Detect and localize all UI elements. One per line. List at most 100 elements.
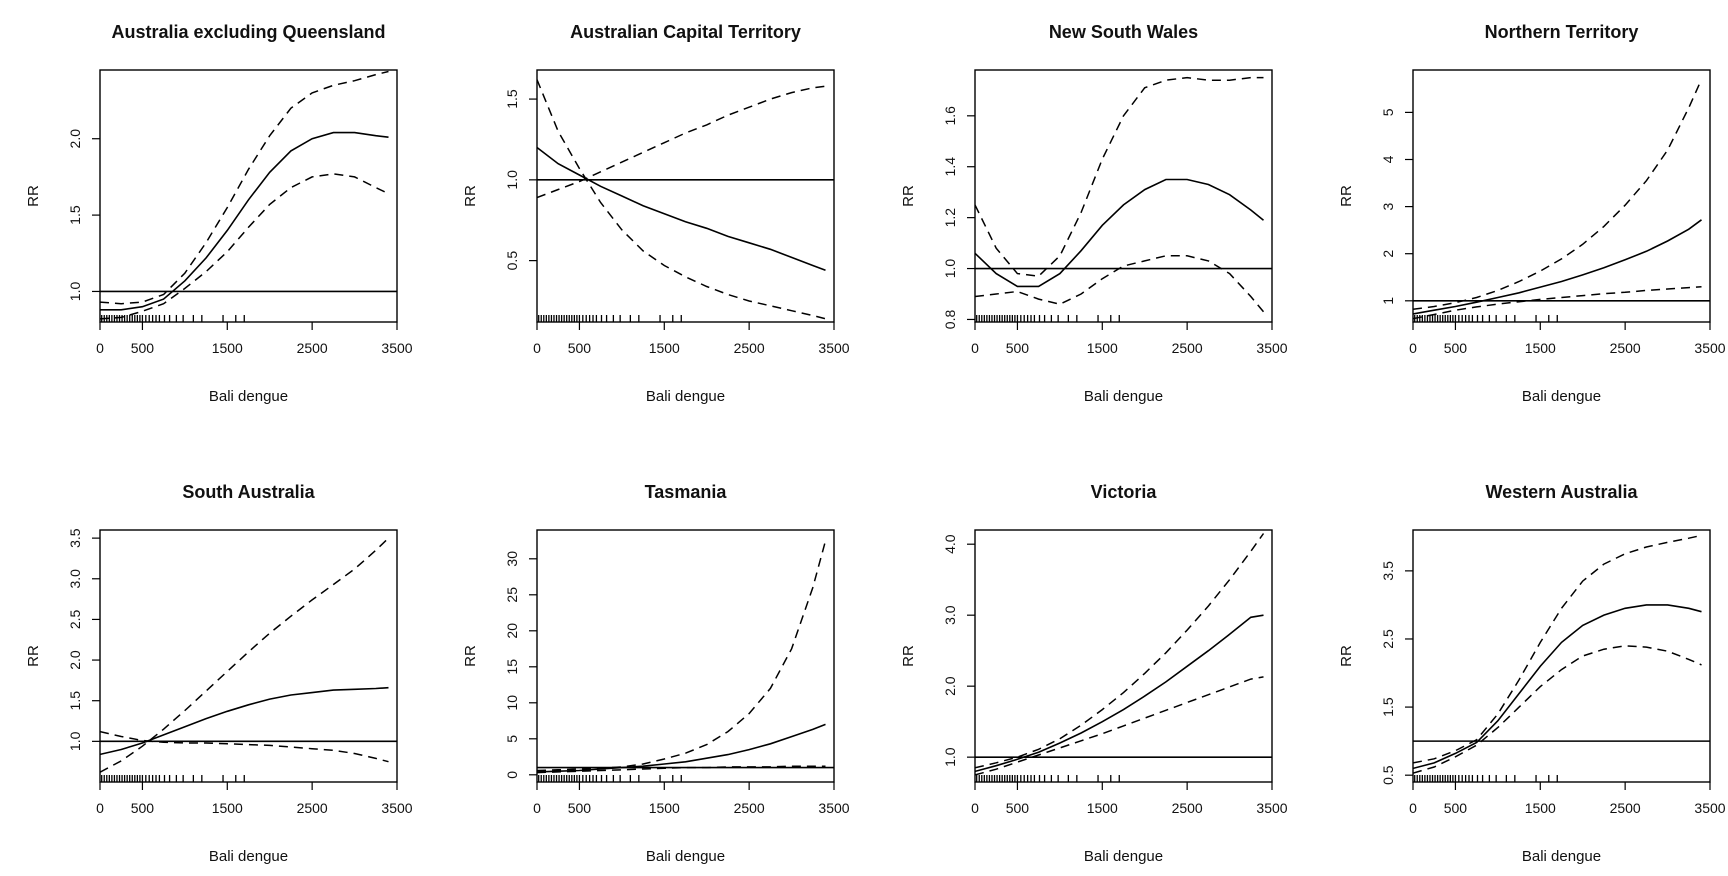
x-tick-label: 500 [131,800,155,816]
x-tick-label: 3500 [1256,800,1287,816]
x-tick-label: 2500 [734,340,765,356]
x-tick-label: 0 [533,800,541,816]
panel-title: Victoria [1091,482,1158,502]
x-tick-label: 1500 [1525,340,1556,356]
y-tick-label: 1.0 [67,731,83,751]
y-axis-label: RR [1338,645,1355,667]
plot-frame [974,529,1273,783]
rr-estimate-line [975,614,1264,773]
x-axis-label: Bali dengue [1084,848,1163,865]
x-tick-label: 2500 [1172,340,1203,356]
x-tick-label: 1500 [212,800,243,816]
plot-frame [1412,69,1711,323]
upper-ci-line [1413,79,1703,311]
x-tick-label: 3500 [1256,340,1287,356]
y-axis-label: RR [462,185,479,207]
upper-ci-line [1413,534,1702,764]
panel-title: New South Wales [1049,22,1198,42]
y-axis-label: RR [1338,185,1355,207]
panel-title: Australian Capital Territory [570,22,801,42]
x-tick-label: 3500 [818,340,849,356]
y-tick-label: 1.0 [942,747,958,767]
x-tick-label: 500 [1006,340,1030,356]
y-tick-label: 1.5 [504,89,520,109]
panel-1: Australia excluding Queensland 0 500 1500 25… [25,22,413,405]
x-tick-label: 3500 [1694,800,1725,816]
y-tick-label: 2.0 [67,129,83,149]
x-tick-label: 0 [96,340,104,356]
x-tick-label: 2500 [297,340,328,356]
x-tick-label: 2500 [734,800,765,816]
panel-title: South Australia [182,482,315,502]
x-tick-label: 0 [533,340,541,356]
y-tick-label: 4.0 [942,534,958,554]
y-tick-label: 1.6 [942,106,958,126]
upper-ci-line [537,540,827,772]
x-tick-label: 500 [131,340,155,356]
plot-area [537,79,834,322]
x-tick-label: 3500 [1694,340,1725,356]
y-tick-label: 0.5 [504,251,520,271]
y-tick-label: 0.5 [1380,765,1396,785]
panel-7: Victoria 0 500 1500 2500 3500 1.0 2.0 3.0 4.0 Bali… [900,482,1288,865]
lower-ci-line [975,676,1264,776]
y-tick-label: 2.5 [1380,629,1396,649]
x-tick-label: 500 [568,800,592,816]
plot-area [1413,534,1710,782]
plot-area [100,537,397,782]
lower-ci-line [100,730,389,763]
x-axis-label: Bali dengue [646,388,725,405]
x-tick-label: 1500 [649,340,680,356]
y-axis-label: RR [25,185,42,207]
y-tick-label: 2.5 [67,609,83,629]
y-tick-label: 3.0 [67,569,83,589]
plot-frame [536,529,835,783]
x-tick-label: 1500 [649,800,680,816]
lower-ci-line [1413,645,1702,774]
x-tick-label: 500 [1444,800,1468,816]
plot-area [1413,79,1710,322]
x-tick-label: 1500 [1087,340,1118,356]
y-tick-label: 1.5 [67,205,83,225]
x-tick-label: 3500 [381,800,412,816]
y-tick-label: 1.4 [942,157,958,177]
panel-6: Tasmania 0 500 1500 2500 3500 0 5 10 15 20 25 30 Bali… [462,482,850,865]
y-axis-label: RR [462,645,479,667]
x-tick-label: 2500 [1172,800,1203,816]
lower-ci-line [100,173,389,320]
rr-estimate-line [1413,219,1702,315]
y-tick-label: 3 [1380,202,1396,210]
x-axis-label: Bali dengue [1522,848,1601,865]
y-tick-label: 3.0 [942,605,958,625]
lower-ci-line [975,255,1265,313]
y-tick-label: 5 [1380,108,1396,116]
panel-title: Tasmania [645,482,728,502]
upper-ci-line [100,537,390,773]
x-tick-label: 3500 [818,800,849,816]
panel-4: Northern Territory 0 500 1500 2500 3500 1 2 3 4 5 B… [1338,22,1726,405]
y-tick-label: 1.2 [942,208,958,228]
y-tick-label: 0 [504,771,520,779]
upper-ci-line [975,76,1264,277]
x-tick-label: 500 [1006,800,1030,816]
y-axis-label: RR [900,645,917,667]
x-tick-label: 1500 [1525,800,1556,816]
x-tick-label: 1500 [1087,800,1118,816]
y-tick-label: 1.5 [67,691,83,711]
plot-frame [99,529,398,783]
panel-2: Australian Capital Territory 0 500 1500 2500… [462,22,850,405]
plot-frame [974,69,1273,323]
x-tick-label: 500 [568,340,592,356]
y-tick-label: 1.0 [504,170,520,190]
lower-ci-line [537,85,826,199]
upper-ci-line [975,533,1265,769]
x-tick-label: 0 [96,800,104,816]
rr-estimate-line [1413,604,1702,770]
plot-frame [536,69,835,323]
plot-area [975,533,1272,782]
x-tick-label: 2500 [297,800,328,816]
plot-area [975,76,1272,322]
y-tick-label: 1.0 [942,259,958,279]
x-axis-label: Bali dengue [646,848,725,865]
panel-title: Western Australia [1485,482,1638,502]
